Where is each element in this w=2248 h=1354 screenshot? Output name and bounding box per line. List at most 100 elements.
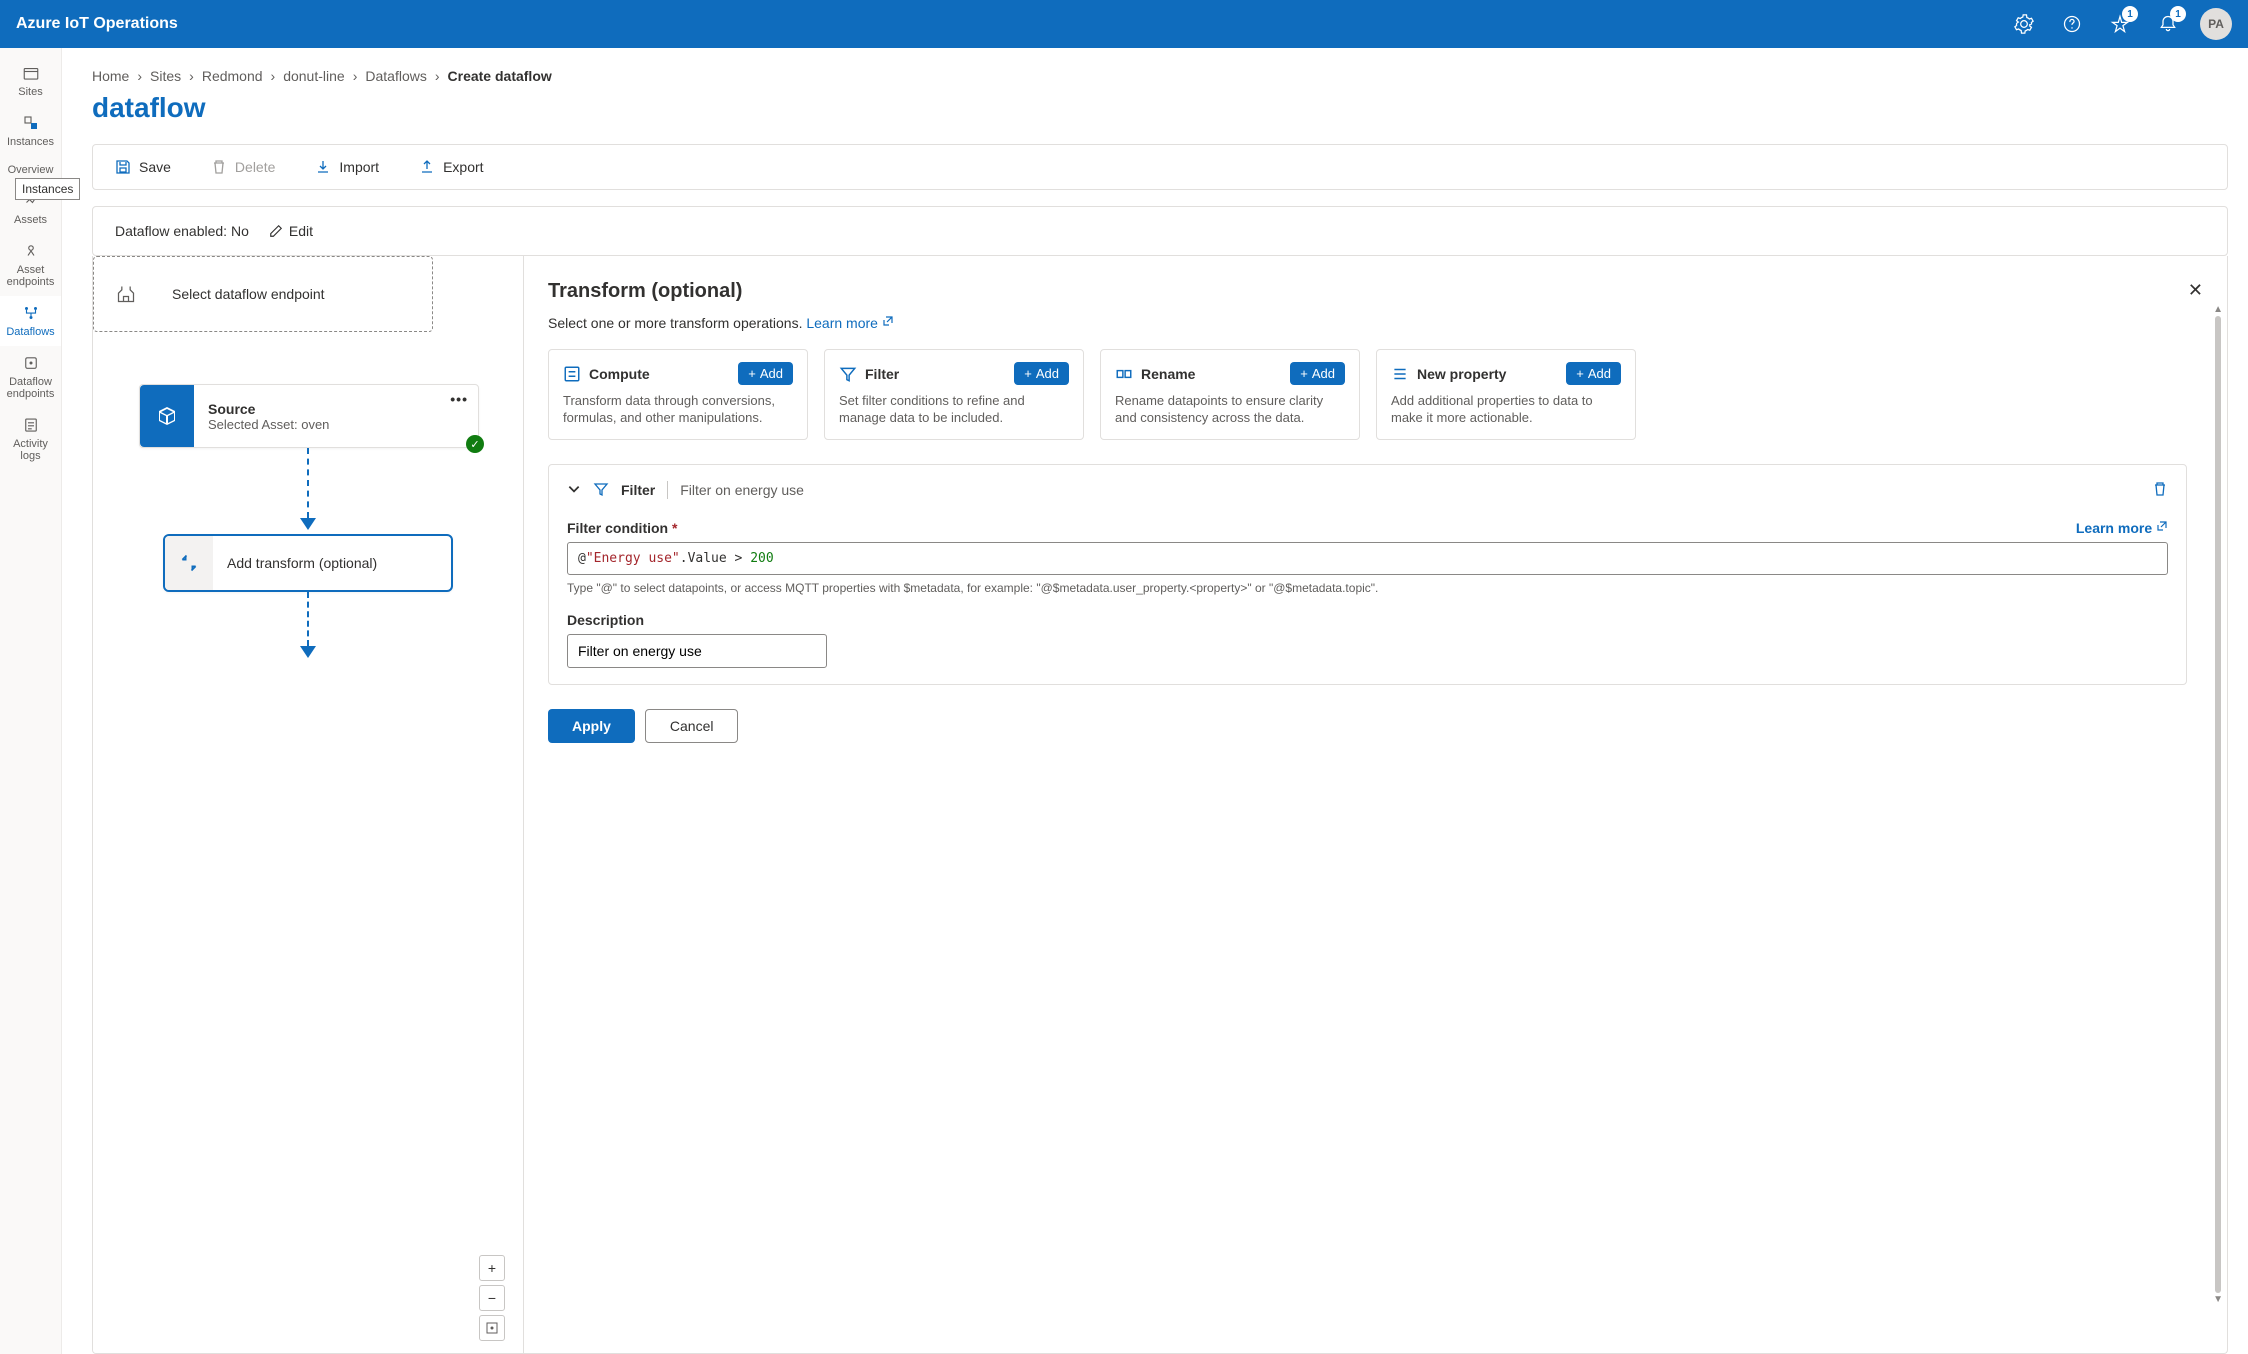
- canvas-panel-row: Source Selected Asset: oven •••: [92, 256, 2228, 1354]
- arrow-icon: [300, 518, 316, 530]
- filter-icon: [839, 365, 857, 383]
- cube-icon: [140, 385, 194, 447]
- more-icon[interactable]: •••: [450, 391, 468, 407]
- feedback-icon[interactable]: 1: [2104, 8, 2136, 40]
- edit-link[interactable]: Edit: [269, 223, 313, 239]
- filter-card: Filter + Add Set filter conditions to re…: [824, 349, 1084, 440]
- source-subtitle: Selected Asset: oven: [208, 417, 464, 432]
- transform-node[interactable]: Add transform (optional): [163, 534, 453, 592]
- zoom-in-button[interactable]: +: [479, 1255, 505, 1281]
- compute-icon: [563, 365, 581, 383]
- settings-icon[interactable]: [2008, 8, 2040, 40]
- sidebar-tooltip: Instances: [15, 178, 80, 200]
- sidebar-label: Dataflow endpoints: [4, 376, 57, 400]
- source-node[interactable]: Source Selected Asset: oven •••: [139, 384, 479, 448]
- divider: [667, 481, 668, 499]
- transform-icon: [165, 536, 213, 590]
- sidebar-label: Sites: [18, 86, 42, 98]
- required-indicator: *: [672, 520, 677, 536]
- save-button[interactable]: Save: [115, 159, 171, 175]
- check-icon: [466, 435, 484, 453]
- delete-icon[interactable]: [2152, 481, 2168, 500]
- breadcrumb-item[interactable]: Dataflows: [365, 68, 426, 84]
- breadcrumb-item[interactable]: donut-line: [283, 68, 345, 84]
- page-title: dataflow: [92, 92, 2228, 124]
- panel-title: Transform (optional): [548, 280, 2187, 303]
- description-label: Description: [567, 612, 644, 628]
- notifications-icon[interactable]: 1: [2152, 8, 2184, 40]
- rename-desc: Rename datapoints to ensure clarity and …: [1115, 393, 1345, 427]
- avatar[interactable]: PA: [2200, 8, 2232, 40]
- compute-title: Compute: [589, 366, 650, 382]
- sidebar-item-activity-logs[interactable]: Activity logs: [0, 408, 61, 470]
- cancel-button[interactable]: Cancel: [645, 709, 739, 743]
- learn-more-link[interactable]: Learn more: [806, 315, 893, 331]
- connector: [307, 592, 309, 646]
- transform-panel: ✕ ▲ ▼ Transform (optional) Select one or…: [523, 256, 2227, 1353]
- newprop-card: New property + Add Add additional proper…: [1376, 349, 1636, 440]
- close-icon[interactable]: ✕: [2188, 280, 2203, 301]
- dataflow-enabled-value: No: [231, 223, 249, 239]
- filter-condition-input[interactable]: @"Energy use".Value > 200: [567, 542, 2168, 575]
- filter-config-block: Filter Filter on energy use Filter condi…: [548, 464, 2187, 686]
- filter-icon: [593, 481, 609, 500]
- sidebar-label: Dataflows: [6, 326, 54, 338]
- import-label: Import: [339, 159, 379, 175]
- scrollbar[interactable]: [2215, 316, 2221, 1293]
- sidebar-label: Activity logs: [4, 438, 57, 462]
- breadcrumb-item[interactable]: Sites: [150, 68, 181, 84]
- newprop-add-button[interactable]: + Add: [1566, 362, 1621, 385]
- endpoint-icon: [94, 284, 158, 304]
- export-button[interactable]: Export: [419, 159, 483, 175]
- breadcrumb-item[interactable]: Redmond: [202, 68, 263, 84]
- topbar: Azure IoT Operations 1 1 PA: [0, 0, 2248, 48]
- newprop-title: New property: [1417, 366, 1506, 382]
- notifications-badge: 1: [2170, 6, 2186, 22]
- edit-label: Edit: [289, 223, 313, 239]
- connector: [307, 448, 309, 518]
- newprop-desc: Add additional properties to data to mak…: [1391, 393, 1621, 427]
- help-icon[interactable]: [2056, 8, 2088, 40]
- newprop-icon: [1391, 365, 1409, 383]
- filter-add-button[interactable]: + Add: [1014, 362, 1069, 385]
- apply-button[interactable]: Apply: [548, 709, 635, 743]
- zoom-controls: + −: [479, 1255, 505, 1341]
- sidebar-item-instances[interactable]: Instances: [0, 106, 61, 156]
- sidebar-label: Overview: [8, 164, 54, 176]
- endpoint-title: Select dataflow endpoint: [172, 286, 418, 302]
- chevron-down-icon[interactable]: [567, 482, 581, 499]
- rename-title: Rename: [1141, 366, 1195, 382]
- filter-title: Filter: [865, 366, 899, 382]
- delete-label: Delete: [235, 159, 275, 175]
- compute-add-button[interactable]: + Add: [738, 362, 793, 385]
- sidebar-item-sites[interactable]: Sites: [0, 56, 61, 106]
- export-label: Export: [443, 159, 483, 175]
- filter-condition-label: Filter condition: [567, 520, 668, 536]
- rename-add-button[interactable]: + Add: [1290, 362, 1345, 385]
- breadcrumb-current: Create dataflow: [448, 68, 552, 84]
- import-button[interactable]: Import: [315, 159, 379, 175]
- rename-card: Rename + Add Rename datapoints to ensure…: [1100, 349, 1360, 440]
- rename-icon: [1115, 365, 1133, 383]
- zoom-out-button[interactable]: −: [479, 1285, 505, 1311]
- status-bar: Dataflow enabled: No Edit: [92, 206, 2228, 256]
- canvas: Source Selected Asset: oven •••: [93, 256, 523, 1353]
- breadcrumb-item[interactable]: Home: [92, 68, 129, 84]
- endpoint-node[interactable]: Select dataflow endpoint: [93, 256, 433, 332]
- delete-button: Delete: [211, 159, 275, 175]
- scroll-down-icon[interactable]: ▼: [2213, 1294, 2223, 1305]
- panel-actions: Apply Cancel: [548, 709, 2187, 743]
- sidebar: Sites Instances Instances Overview Asset…: [0, 48, 62, 1354]
- compute-desc: Transform data through conversions, form…: [563, 393, 793, 427]
- description-input[interactable]: [567, 634, 827, 668]
- sidebar-item-dataflows[interactable]: Dataflows: [0, 296, 61, 346]
- learn-more-link[interactable]: Learn more: [2076, 520, 2168, 536]
- sidebar-label: Assets: [14, 214, 47, 226]
- sidebar-item-dataflow-endpoints[interactable]: Dataflow endpoints: [0, 346, 61, 408]
- scroll-up-icon[interactable]: ▲: [2213, 304, 2223, 315]
- sidebar-item-asset-endpoints[interactable]: Asset endpoints: [0, 234, 61, 296]
- panel-subtitle: Select one or more transform operations.: [548, 315, 802, 331]
- main-content: Home› Sites› Redmond› donut-line› Datafl…: [62, 48, 2248, 1354]
- zoom-fit-button[interactable]: [479, 1315, 505, 1341]
- arrow-icon: [300, 646, 316, 658]
